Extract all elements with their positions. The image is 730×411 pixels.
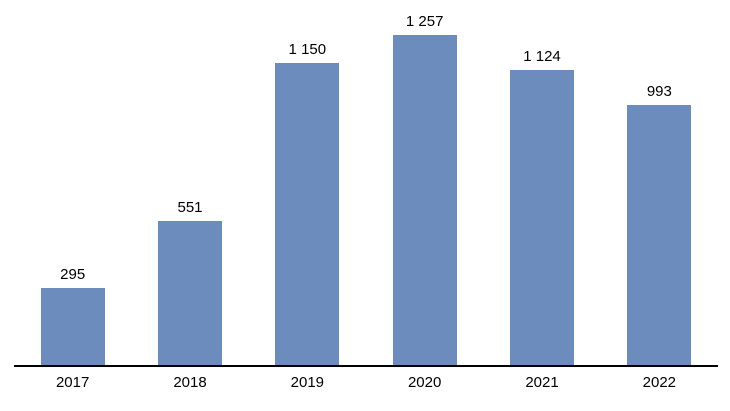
- bar-2018: [158, 220, 222, 366]
- x-axis-tick-label: 2017: [55, 374, 90, 391]
- bar-value-label: 1 124: [523, 48, 561, 66]
- bar-2017: [40, 288, 105, 366]
- x-axis-line: [14, 365, 718, 367]
- bar-value-label: 295: [60, 266, 86, 284]
- bar-value-label: 993: [646, 82, 672, 100]
- bar-value-label: 1 150: [288, 41, 327, 59]
- x-axis-tick-label: 2020: [407, 374, 442, 391]
- bar-value-label: 551: [177, 198, 203, 216]
- bar-2019: [275, 63, 340, 366]
- bar-2020: [392, 35, 457, 366]
- x-axis-tick-label: 2018: [173, 374, 207, 391]
- bar-2021: [510, 70, 574, 366]
- bar-value-label: 1 257: [405, 13, 444, 30]
- x-axis-tick-label: 2022: [642, 374, 677, 391]
- bar-2022: [627, 104, 692, 366]
- x-axis-tick-label: 2021: [525, 374, 559, 391]
- x-axis-tick-label: 2019: [290, 374, 325, 391]
